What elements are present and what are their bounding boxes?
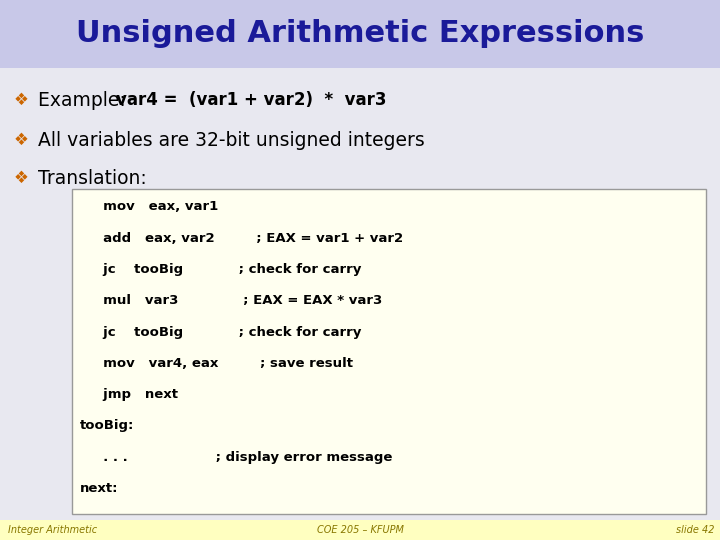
FancyBboxPatch shape bbox=[0, 520, 720, 540]
Text: jc    tooBig            ; check for carry: jc tooBig ; check for carry bbox=[80, 326, 361, 339]
Text: ❖: ❖ bbox=[14, 91, 29, 109]
Text: Example:: Example: bbox=[38, 91, 132, 110]
Text: next:: next: bbox=[80, 482, 119, 495]
Text: var4 =  (var1 + var2)  *  var3: var4 = (var1 + var2) * var3 bbox=[116, 91, 387, 109]
Text: ❖: ❖ bbox=[14, 169, 29, 187]
Text: slide 42: slide 42 bbox=[675, 525, 714, 535]
Text: . . .                   ; display error message: . . . ; display error message bbox=[80, 450, 392, 464]
Text: mul   var3              ; EAX = EAX * var3: mul var3 ; EAX = EAX * var3 bbox=[80, 294, 382, 307]
Text: Integer Arithmetic: Integer Arithmetic bbox=[8, 525, 97, 535]
Text: tooBig:: tooBig: bbox=[80, 420, 135, 433]
Text: mov   var4, eax         ; save result: mov var4, eax ; save result bbox=[80, 357, 353, 370]
Text: jmp   next: jmp next bbox=[80, 388, 178, 401]
FancyBboxPatch shape bbox=[72, 189, 706, 514]
FancyBboxPatch shape bbox=[0, 0, 720, 68]
Text: add   eax, var2         ; EAX = var1 + var2: add eax, var2 ; EAX = var1 + var2 bbox=[80, 232, 403, 245]
Text: All variables are 32-bit unsigned integers: All variables are 32-bit unsigned intege… bbox=[38, 131, 425, 150]
Text: mov   eax, var1: mov eax, var1 bbox=[80, 200, 218, 213]
Text: ❖: ❖ bbox=[14, 131, 29, 149]
Text: COE 205 – KFUPM: COE 205 – KFUPM bbox=[317, 525, 403, 535]
Text: Unsigned Arithmetic Expressions: Unsigned Arithmetic Expressions bbox=[76, 19, 644, 49]
Text: jc    tooBig            ; check for carry: jc tooBig ; check for carry bbox=[80, 263, 361, 276]
Text: Translation:: Translation: bbox=[38, 168, 147, 187]
